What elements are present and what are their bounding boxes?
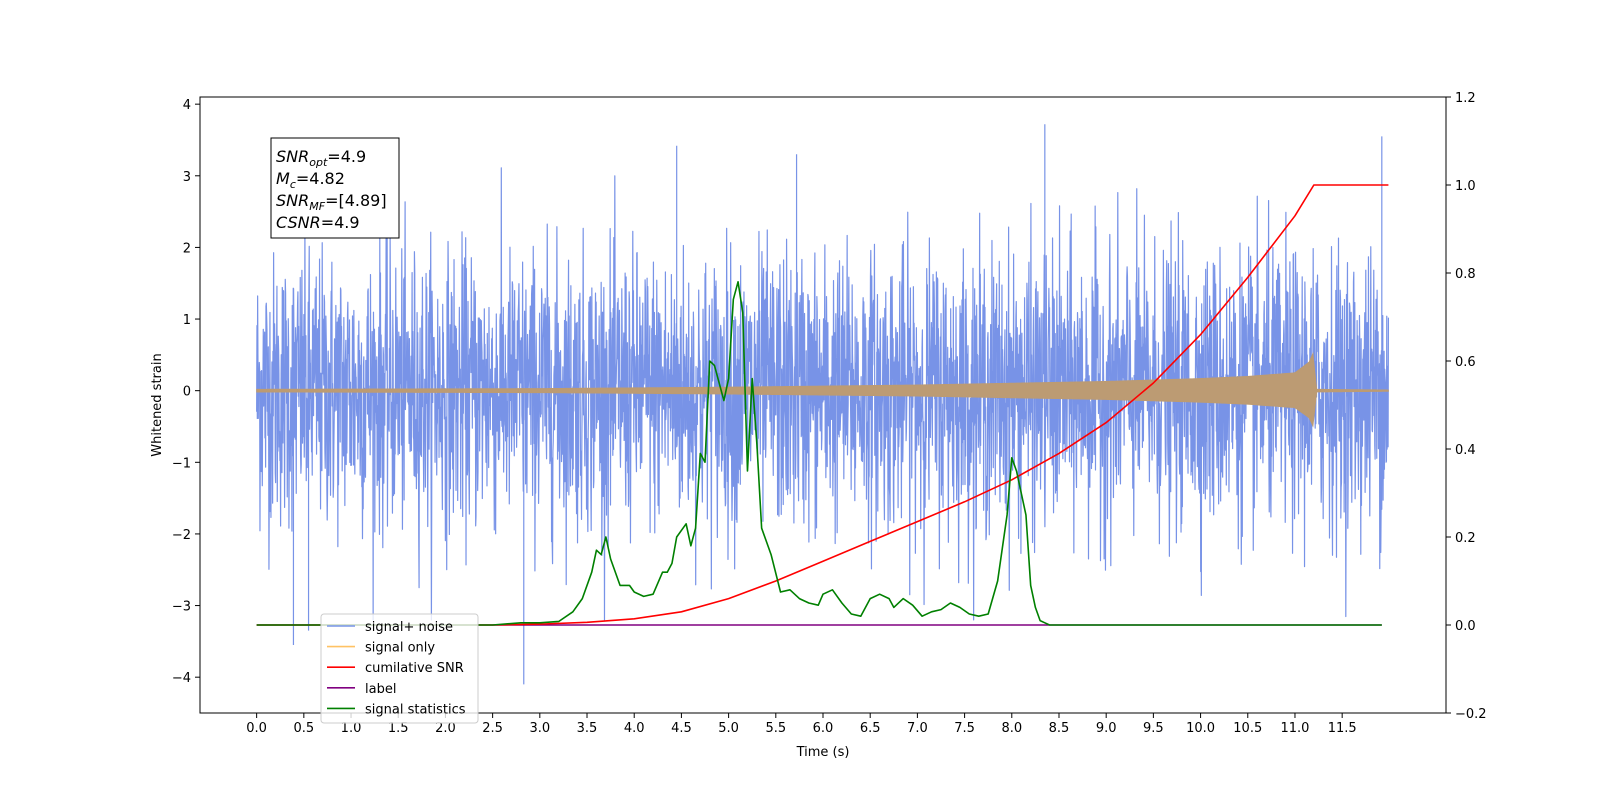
series-cumulative-snr-line [256,184,1389,626]
annotation-line-base: M [276,169,290,188]
x-tick-label: 11.5 [1328,721,1357,736]
series-signal-statistics-line [256,281,1382,626]
y-right-tick-label: 1.2 [1455,91,1476,106]
x-tick-label: 5.5 [765,721,786,736]
y-left-tick-label: 4 [183,98,191,113]
y-left-tick-label: 2 [183,241,191,256]
series-signal-only-band [256,351,1389,428]
y-right-tick-label: 0.4 [1455,443,1476,458]
y-right-tick-label: 0.2 [1455,531,1476,546]
annotation-line-value: =[4.89] [325,191,387,210]
plot-area [256,124,1390,685]
y-left-tick-label: −3 [172,600,191,615]
legend-label: cumilative SNR [365,661,464,676]
x-tick-label: 11.0 [1280,721,1309,736]
legend-label: signal+ noise [365,620,453,635]
y-left-tick-label: −4 [172,671,191,686]
x-tick-label: 5.0 [718,721,739,736]
x-tick-label: 2.5 [482,721,503,736]
y-right-tick-label: 1.0 [1455,179,1476,194]
annotation-line-sub: MF [309,200,325,213]
y-right-tick-label: 0.6 [1455,355,1476,370]
x-tick-label: 4.5 [671,721,692,736]
x-tick-label: 3.0 [529,721,550,736]
annotation-line: CSNR=4.9 [276,213,360,232]
y-left-tick-label: 3 [183,170,191,185]
annotation-line-base: SNR [276,191,309,210]
x-tick-label: 4.0 [624,721,645,736]
legend: signal+ noise signal only cumilative SNR la… [320,613,479,724]
annotation-line-value: =4.82 [296,169,345,188]
x-tick-label: 9.5 [1143,721,1164,736]
x-tick-label: 3.5 [577,721,598,736]
y-right-tick-label: 0.8 [1455,267,1476,282]
y-left-tick-label: −1 [172,456,191,471]
legend-label: signal statistics [365,702,466,717]
legend-label: signal only [365,641,435,656]
y-left-tick-label: 0 [183,385,191,400]
y-left-tick-label: 1 [183,313,191,328]
x-tick-label: 10.0 [1186,721,1215,736]
annotation-line-sub: c [290,178,296,191]
x-tick-label: 7.0 [907,721,928,736]
x-axis-label: Time (s) [796,745,850,760]
x-tick-label: 0.0 [246,721,267,736]
y-right-tick-label: −0.2 [1455,707,1487,722]
x-tick-label: 6.0 [813,721,834,736]
annotation-line-base: CSNR [276,213,321,232]
x-tick-label: 1.0 [341,721,362,736]
x-tick-label: 7.5 [954,721,975,736]
annotation-line-sub: opt [309,156,328,169]
annotation-line: SNRMF=[4.89] [276,191,387,213]
y-left-tick-label: −2 [172,528,191,543]
x-tick-label: 10.5 [1233,721,1262,736]
annotation-line-value: =4.9 [327,147,366,166]
y-axis-label: Whitened strain [150,353,165,456]
x-tick-label: 8.5 [1049,721,1070,736]
legend-label: label [365,682,396,697]
series-signal-noise-line [256,124,1390,685]
y-right-tick-label: 0.0 [1455,619,1476,634]
legend-frame [320,613,479,724]
x-tick-label: 9.0 [1096,721,1117,736]
annotation-line-value: =4.9 [321,213,360,232]
annotation-frame [270,137,400,239]
x-tick-label: 6.5 [860,721,881,736]
annotation-line-base: SNR [276,147,309,166]
annotation-line: SNRopt=4.9 [276,147,366,169]
axes: 0.0 0.5 1.0 1.5 2.0 2.5 3.0 3.5 4.0 4.5 5.0 5.5 6.0 6… [150,91,1487,760]
x-tick-label: 2.0 [435,721,456,736]
annotation-line: Mc=4.82 [276,169,345,191]
x-tick-label: 0.5 [293,721,314,736]
x-tick-label: 8.0 [1001,721,1022,736]
x-tick-label: 1.5 [388,721,409,736]
